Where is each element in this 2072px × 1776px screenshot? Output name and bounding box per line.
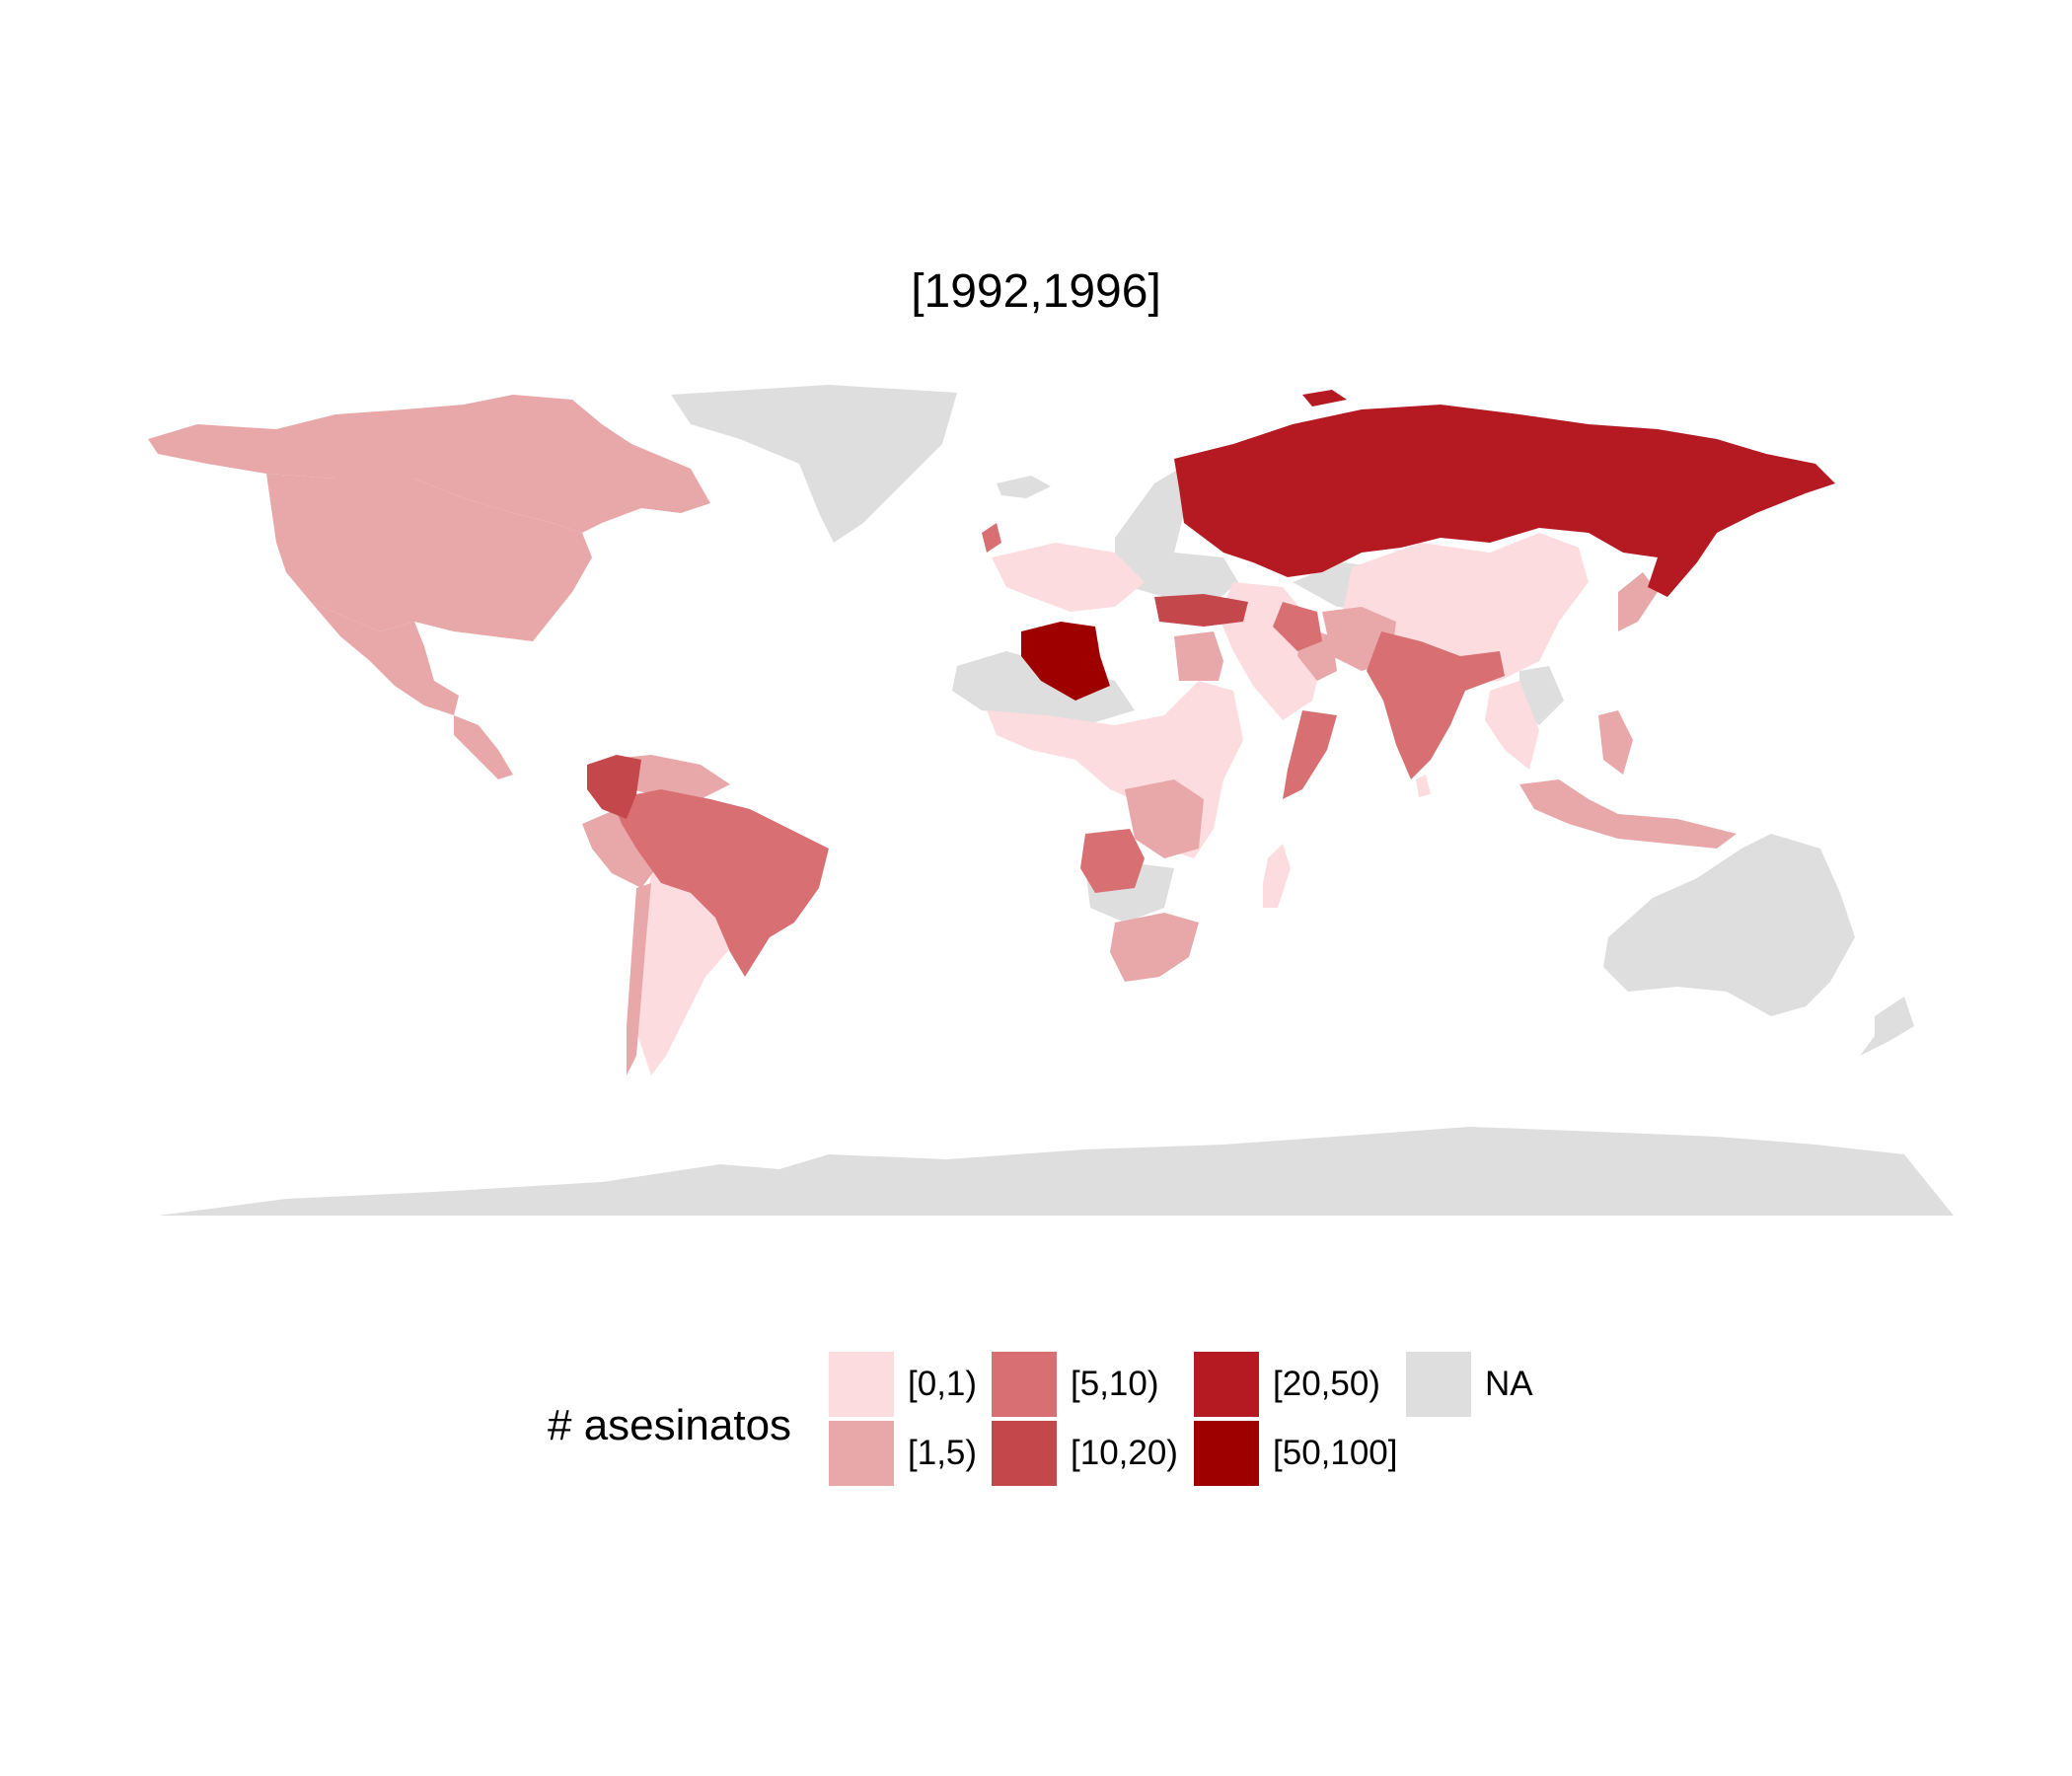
region-philippines: [1598, 710, 1633, 775]
region-algeria: [1021, 622, 1110, 701]
region-sahel-na: [952, 651, 1135, 725]
region-somalia: [1283, 710, 1337, 799]
region-colombia: [587, 755, 641, 819]
region-southeast-asia-b0: [1485, 681, 1539, 770]
region-peru: [582, 809, 656, 888]
region-congo-drc: [1125, 779, 1204, 858]
region-indonesia: [1519, 779, 1737, 849]
region-russia: [1174, 405, 1835, 597]
legend-label: [50,100]: [1273, 1434, 1398, 1472]
legend-swatch: [1406, 1352, 1471, 1417]
region-angola: [1080, 829, 1145, 893]
legend-item-0-1: [0,1): [829, 1352, 977, 1417]
legend-swatch: [829, 1421, 894, 1486]
legend-label: NA: [1485, 1365, 1533, 1403]
region-chile: [627, 883, 651, 1075]
legend-swatch: [992, 1352, 1057, 1417]
map-title: [1992,1996]: [911, 265, 1161, 318]
region-canada: [148, 395, 710, 533]
legend-label: [20,50): [1273, 1365, 1380, 1403]
legend-label: [10,20): [1071, 1434, 1178, 1472]
legend-item-na: NA: [1406, 1352, 1533, 1417]
legend-item-10-20: [10,20): [992, 1421, 1178, 1486]
region-greenland: [671, 385, 957, 543]
region-india: [1367, 631, 1505, 779]
region-brazil: [612, 789, 829, 977]
region-antarctica: [158, 1127, 1954, 1216]
region-mexico: [311, 602, 459, 715]
world-map: [148, 385, 1954, 1216]
region-egypt: [1174, 631, 1223, 681]
region-central-america: [454, 715, 513, 779]
legend-label: [5,10): [1071, 1365, 1159, 1403]
region-europe-b0: [992, 543, 1145, 612]
region-iran: [1273, 602, 1322, 651]
legend-swatch: [1194, 1352, 1259, 1417]
legend-swatch: [1194, 1421, 1259, 1486]
legend-label: [1,5): [908, 1434, 978, 1472]
legend-item-1-5: [1,5): [829, 1421, 977, 1486]
region-europe-na: [1115, 454, 1238, 612]
legend-swatch: [829, 1352, 894, 1417]
region-south-africa: [1110, 913, 1199, 982]
legend-swatch: [992, 1421, 1057, 1486]
region-australia: [1603, 834, 1855, 1016]
legend-label: [0,1): [908, 1365, 978, 1403]
region-united-states: [266, 474, 592, 641]
region-sri-lanka: [1416, 775, 1431, 797]
region-novaya-zemlya: [1302, 390, 1347, 407]
legend-item-20-50: [20,50): [1194, 1352, 1380, 1417]
legend-title: # asesinatos: [548, 1401, 792, 1449]
region-madagascar: [1263, 844, 1291, 908]
region-iceland: [997, 476, 1051, 498]
legend-item-5-10: [5,10): [992, 1352, 1159, 1417]
region-turkey: [1154, 594, 1248, 627]
region-new-zealand: [1860, 997, 1914, 1056]
legend-item-50-100: [50,100]: [1194, 1421, 1398, 1486]
region-uk: [982, 523, 1001, 553]
